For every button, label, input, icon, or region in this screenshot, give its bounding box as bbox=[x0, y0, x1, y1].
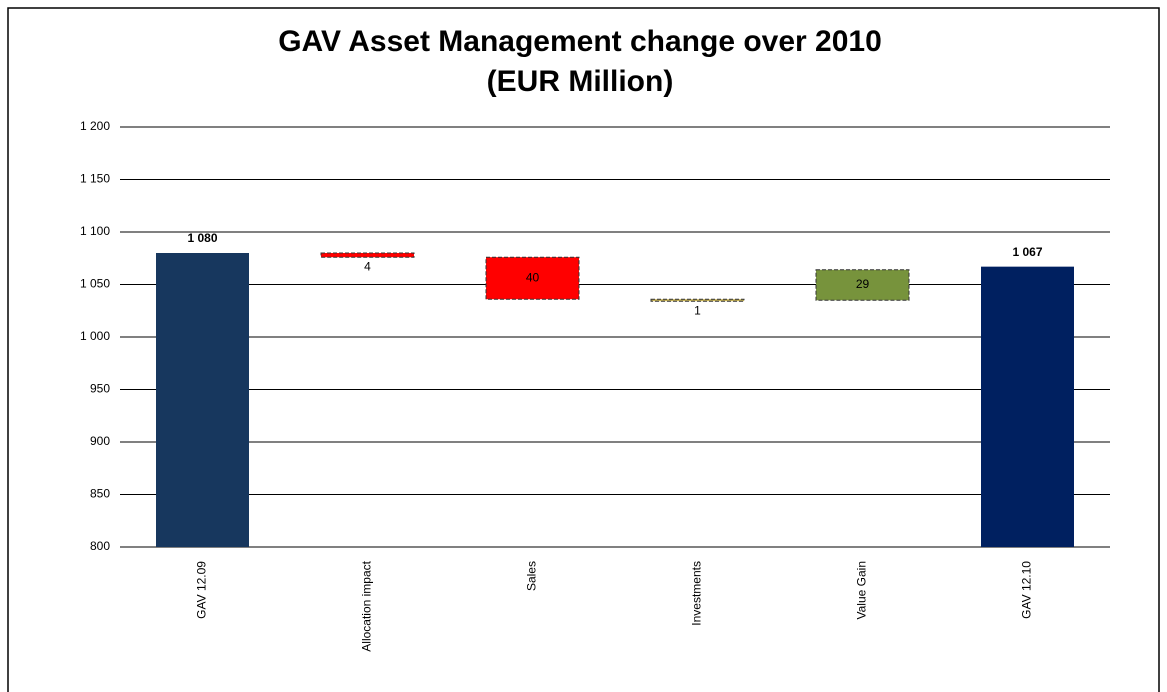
bar bbox=[156, 253, 249, 547]
bar bbox=[485, 256, 580, 300]
y-tick-label: 850 bbox=[90, 487, 110, 501]
y-tick-label: 900 bbox=[90, 434, 110, 448]
x-tick-label: GAV 12.09 bbox=[195, 561, 209, 619]
x-tick-label: Investments bbox=[690, 561, 704, 626]
value-label: 1 080 bbox=[187, 231, 217, 245]
chart-title: (EUR Million) bbox=[487, 65, 674, 98]
bar bbox=[320, 252, 415, 258]
y-tick-label: 1 200 bbox=[80, 119, 110, 133]
value-label: 29 bbox=[856, 277, 870, 291]
x-tick-label: Allocation impact bbox=[360, 560, 374, 651]
value-label: 4 bbox=[364, 259, 371, 273]
y-tick-label: 1 050 bbox=[80, 277, 110, 291]
value-label: 1 bbox=[694, 303, 701, 317]
y-tick-label: 950 bbox=[90, 382, 110, 396]
value-label: 40 bbox=[526, 270, 540, 284]
y-tick-label: 800 bbox=[90, 539, 110, 553]
bar bbox=[650, 298, 745, 302]
x-tick-label: Value Gain bbox=[855, 561, 869, 619]
chart-title: GAV Asset Management change over 2010 bbox=[278, 25, 882, 58]
y-tick-label: 1 150 bbox=[80, 172, 110, 186]
bar bbox=[815, 269, 910, 301]
y-tick-label: 1 100 bbox=[80, 224, 110, 238]
y-tick-label: 1 000 bbox=[80, 329, 110, 343]
bar bbox=[981, 266, 1074, 547]
value-label: 1 067 bbox=[1012, 245, 1042, 259]
x-tick-label: Sales bbox=[525, 561, 539, 591]
x-tick-label: GAV 12.10 bbox=[1020, 561, 1034, 619]
